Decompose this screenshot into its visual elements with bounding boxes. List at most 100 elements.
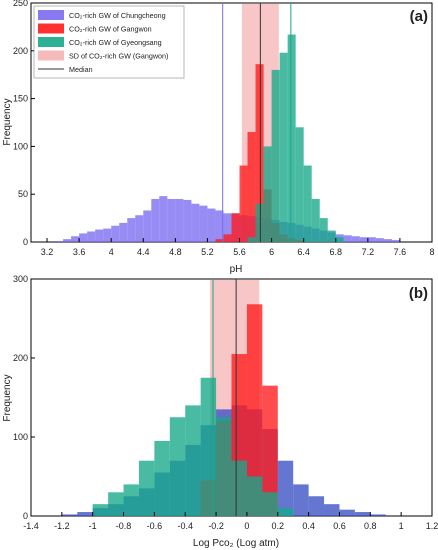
x-tick-label: 0.6 <box>333 521 346 531</box>
histogram-bar-chungcheong <box>367 237 376 242</box>
panel-a-median-layer <box>222 3 292 242</box>
legend-entry-label: CO₂-rich GW of Gyeongsang <box>69 38 162 47</box>
histogram-bar-gyeongsang <box>295 127 304 242</box>
histogram-bar-chungcheong <box>359 237 368 242</box>
panel-a-label: (a) <box>410 8 428 25</box>
histogram-bar-chungcheong <box>383 239 392 242</box>
x-tick-label: -1.4 <box>23 521 39 531</box>
histogram-bar-chungcheong <box>63 239 72 242</box>
panel-b-x-ticks: -1.4 -1.2 -1 -0.8 -0.6 -0.4 -0.2 0 0.2 0.4 0.6 0.8 1… <box>23 512 438 531</box>
panel-a-y-ticks: 0 50 100 150 200 250 <box>13 0 35 247</box>
histogram-bar-chungcheong <box>167 198 176 242</box>
histogram-bar-gyeongsang <box>327 230 336 242</box>
histogram-bar-chungcheong <box>95 229 104 242</box>
x-tick-label: -0.8 <box>116 521 132 531</box>
panel-b-x-axis-label: Log Pco₂ (Log atm) <box>193 538 279 549</box>
x-tick-label: 0.4 <box>302 521 315 531</box>
histogram-bar-gyeongsang <box>216 417 232 516</box>
histogram-bar-gyeongsang <box>263 146 272 242</box>
histogram-bar-gyeongsang <box>277 508 294 516</box>
histogram-bar-chungcheong <box>55 241 64 242</box>
x-tick-label: 7.6 <box>394 247 407 257</box>
legend-entry-label: CO₂-rich GW of Gangwon <box>69 25 152 34</box>
histogram-bar-gyeongsang <box>92 504 109 516</box>
histogram-bar-chungcheong <box>175 198 184 242</box>
y-tick-label: 100 <box>13 432 28 442</box>
histogram-bar-blue_panel_b <box>308 496 325 516</box>
y-tick-label: 50 <box>18 189 28 199</box>
histogram-bar-gyeongsang <box>185 405 201 516</box>
x-tick-label: 4.4 <box>137 247 150 257</box>
histogram-bar-chungcheong <box>159 196 168 242</box>
histogram-bar-chungcheong <box>127 218 136 242</box>
x-tick-label: 1 <box>399 521 404 531</box>
y-tick-label: 200 <box>13 46 28 56</box>
panel-b-bars-layer <box>61 304 386 516</box>
legend-swatch-chungcheong <box>38 10 64 20</box>
histogram-bar-chungcheong <box>223 213 232 242</box>
legend-entry-label: CO₂-rich GW of Chungcheong <box>69 11 166 20</box>
panel-b-histogram: -1.4 -1.2 -1 -0.8 -0.6 -0.4 -0.2 0 0.2 0.4 0.6 0.8 1… <box>2 274 438 549</box>
x-tick-label: 0.8 <box>364 521 377 531</box>
histogram-bar-chungcheong <box>103 228 112 242</box>
panel-b-median-layer <box>212 279 237 516</box>
legend-entry-label: Median <box>69 65 93 74</box>
x-tick-label: 5.2 <box>201 247 214 257</box>
histogram-bar-gyeongsang <box>262 492 278 516</box>
y-tick-label: 200 <box>13 353 28 363</box>
x-tick-label: 6.4 <box>297 247 310 257</box>
histogram-bar-chungcheong <box>79 233 88 242</box>
histogram-bar-chungcheong <box>183 199 192 242</box>
x-tick-label: -0.2 <box>208 521 224 531</box>
histogram-bar-gangwon <box>215 239 224 242</box>
panel-a-histogram: 3.2 3.6 4 4.4 4.8 5.2 5.6 6 6.4 6.8 7.2 7.6 8 0 50 100… <box>2 0 435 275</box>
histogram-bar-blue_panel_b <box>324 504 340 516</box>
x-tick-label: 3.2 <box>41 247 54 257</box>
histogram-bar-gyeongsang <box>271 69 280 242</box>
legend-swatch-sd <box>38 50 64 61</box>
histogram-bar-chungcheong <box>71 236 80 242</box>
y-tick-label: 300 <box>13 274 28 284</box>
histogram-bar-chungcheong <box>87 231 96 242</box>
histogram-bar-gyeongsang <box>246 476 263 516</box>
panel-b-y-axis-label: Frequency <box>2 374 13 421</box>
x-tick-label: 4 <box>109 247 114 257</box>
histogram-bar-gyeongsang <box>169 417 186 516</box>
x-tick-label: 3.6 <box>73 247 86 257</box>
histogram-bar-chungcheong <box>391 240 400 242</box>
histogram-bar-gangwon <box>239 165 248 242</box>
histogram-bar-blue_panel_b <box>77 512 93 516</box>
x-tick-label: 7.2 <box>362 247 375 257</box>
panel-b-label: (b) <box>409 285 428 302</box>
x-tick-label: -0.6 <box>147 521 163 531</box>
histogram-bar-gangwon <box>255 64 264 243</box>
histogram-bar-chungcheong <box>199 205 208 242</box>
x-tick-label: 6.8 <box>330 247 343 257</box>
histogram-bar-chungcheong <box>343 235 352 242</box>
x-tick-label: 4.8 <box>169 247 182 257</box>
legend-swatch-gangwon <box>38 23 64 34</box>
x-tick-label: 6 <box>269 247 274 257</box>
histogram-bar-gyeongsang <box>319 218 328 242</box>
histogram-bar-chungcheong <box>191 203 200 242</box>
x-tick-label: -1.2 <box>54 521 70 531</box>
legend-entry-label: SD of CO₂-rich GW (Gangwon) <box>69 52 168 61</box>
histogram-bar-gyeongsang <box>279 52 288 242</box>
y-tick-label: 0 <box>23 511 28 521</box>
histogram-bar-chungcheong <box>111 225 120 242</box>
histogram-bar-chungcheong <box>151 198 160 242</box>
y-tick-label: 250 <box>13 0 28 8</box>
histogram-bar-blue_panel_b <box>277 460 294 516</box>
panel-a-x-axis-label: pH <box>230 264 243 275</box>
histogram-bar-chungcheong <box>207 208 216 242</box>
histogram-bar-chungcheong <box>135 215 144 242</box>
histogram-bar-gyeongsang <box>108 492 124 516</box>
histogram-bar-gangwon <box>247 132 256 242</box>
histogram-bar-chungcheong <box>351 236 360 242</box>
y-tick-label: 100 <box>13 141 28 151</box>
histogram-bar-gangwon <box>262 385 278 516</box>
histogram-bar-gyeongsang <box>231 460 247 516</box>
histogram-bar-blue_panel_b <box>354 512 371 516</box>
legend-swatch-gyeongsang <box>38 37 64 47</box>
